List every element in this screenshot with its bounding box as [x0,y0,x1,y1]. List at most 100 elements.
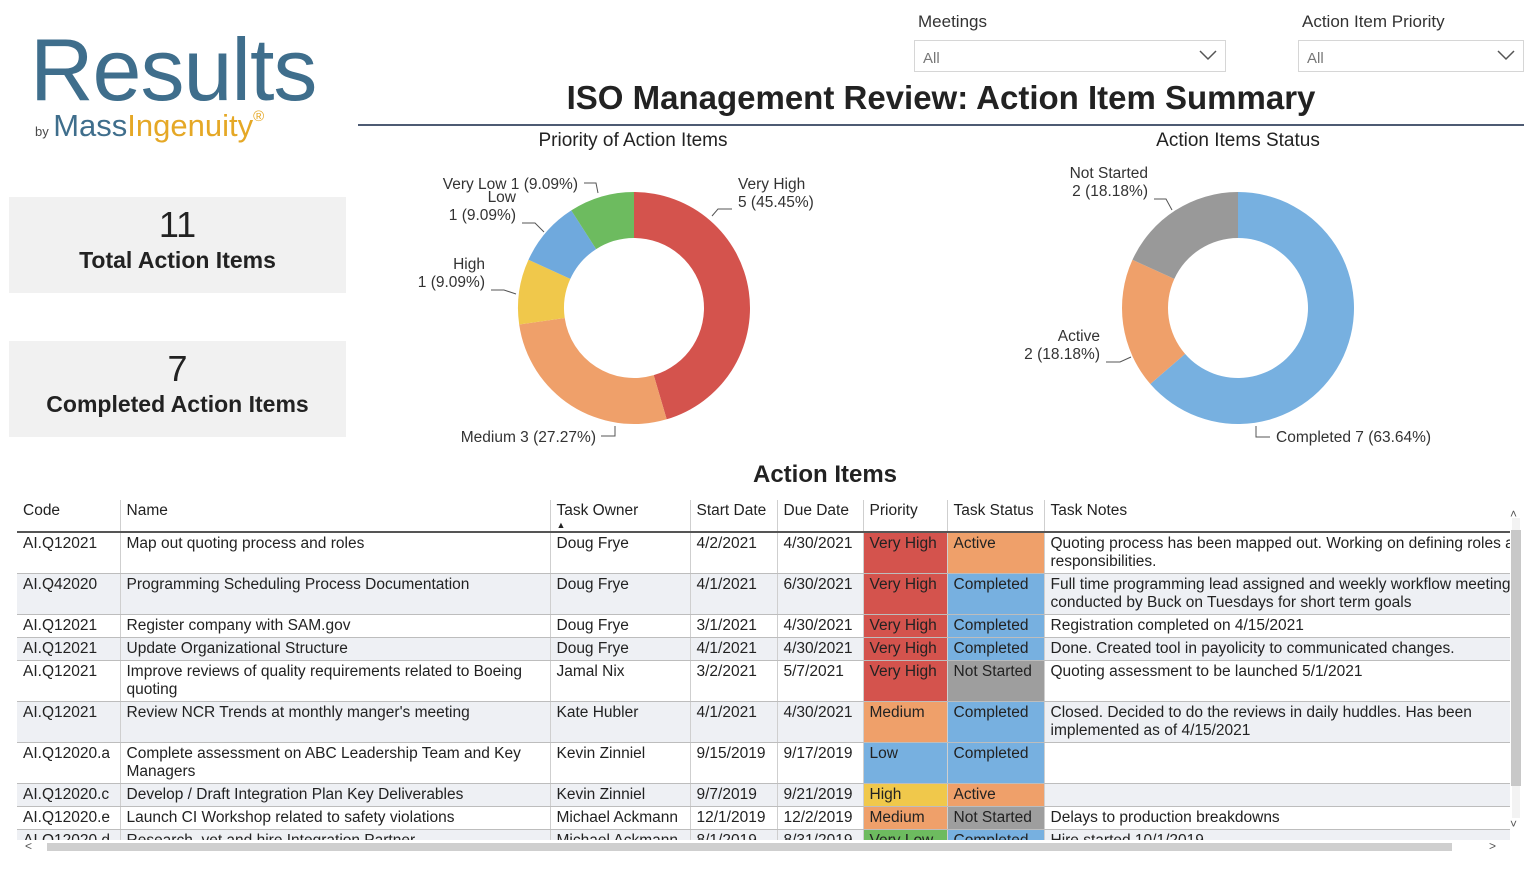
cell-task-owner: Doug Frye [550,637,691,661]
cell-task-status: Completed [947,573,1045,615]
column-header-priority[interactable]: Priority [863,500,948,533]
scroll-down-icon[interactable]: ˅ [1510,817,1518,831]
donut-slice-high[interactable] [518,259,571,325]
cell-due-date: 6/30/2021 [777,573,864,615]
donut-slice-very-high[interactable] [634,192,750,420]
cell-code: AI.Q42020 [17,573,121,615]
donut-slice-completed[interactable] [1150,192,1354,424]
cell-due-date: 4/30/2021 [777,701,864,743]
cell-task-owner: Doug Frye [550,614,691,638]
cell-task-status: Active [947,532,1045,574]
donut-charts: Very High 5 (45.45%) Medium 3 (27.27%) High… [418,165,1431,446]
meetings-filter-label: Meetings [918,12,987,31]
column-header-task-owner[interactable]: Task Owner ▲ [550,500,691,533]
cell-code: AI.Q12021 [17,701,121,743]
data-label-active: Active 2 (18.18%) [1024,328,1100,363]
donut-slice-very-low[interactable] [571,192,634,250]
label-leader-line [1255,426,1270,438]
table-row[interactable]: AI.Q12021 Improve reviews of quality requ… [17,660,1510,702]
label-leader-line [584,182,599,194]
cell-start-date: 4/1/2021 [690,573,778,615]
kpi-completed-action-items: 7 Completed Action Items [9,341,346,437]
table-row[interactable]: AI.Q12021 Review NCR Trends at monthly ma… [17,701,1510,743]
table-row[interactable]: AI.Q12021 Update Organizational Structure… [17,637,1510,661]
column-header-start-date[interactable]: Start Date [690,500,778,533]
data-label-completed: Completed 7 (63.64%) [1276,429,1431,446]
label-leader-line [711,208,732,217]
cell-task-notes: Quoting assessment to be launched 5/1/20… [1044,660,1510,702]
meetings-filter-dropdown[interactable]: All [914,40,1226,72]
cell-task-owner: Kevin Zinniel [550,783,691,807]
logo-ingenuity: Ingenuity [127,108,254,143]
donut-slice-active[interactable] [1122,259,1186,384]
horizontal-scrollbar[interactable]: < > [17,840,1510,852]
donut-slice-low[interactable] [528,210,597,279]
scroll-thumb[interactable] [1511,530,1521,786]
cell-task-status: Completed [947,701,1045,743]
priority-filter-value: All [1307,50,1324,67]
cell-task-owner: Jamal Nix [550,660,691,702]
table-row[interactable]: AI.Q12020.e Launch CI Workshop related to… [17,806,1510,830]
cell-priority: Very High [863,573,948,615]
cell-code: AI.Q12020.d [17,829,121,840]
table-row[interactable]: AI.Q12021 Map out quoting process and rol… [17,532,1510,574]
cell-start-date: 4/1/2021 [690,637,778,661]
cell-name: Develop / Draft Integration Plan Key Del… [120,783,551,807]
column-header-name[interactable]: Name [120,500,551,533]
cell-start-date: 4/2/2021 [690,532,778,574]
cell-task-notes: Quoting process has been mapped out. Wor… [1044,532,1510,574]
cell-task-notes: Full time programming lead assigned and … [1044,573,1510,615]
cell-task-notes [1044,783,1510,807]
donut-slice-not-started[interactable] [1132,192,1238,279]
cell-task-owner: Michael Ackmann [550,806,691,830]
cell-task-status: Not Started [947,660,1045,702]
cell-task-status: Active [947,783,1045,807]
cell-task-status: Not Started [947,806,1045,830]
cell-name: Research, vet and hire Integration Partn… [120,829,551,840]
scroll-right-icon[interactable]: > [1489,839,1497,853]
label-leader-line [491,289,517,295]
cell-due-date: 5/7/2021 [777,660,864,702]
cell-due-date: 9/17/2019 [777,742,864,784]
meetings-filter-value: All [923,50,940,67]
status-chart-title: Action Items Status [1156,130,1320,151]
logo-byline: by MassIngenuity® [35,108,264,144]
donut-slice-medium[interactable] [519,317,667,424]
cell-name: Launch CI Workshop related to safety vio… [120,806,551,830]
logo-mass: Mass [53,108,128,143]
kpi-label: Completed Action Items [46,391,309,417]
table-row[interactable]: AI.Q12020.dResearch, vet and hire Integr… [17,829,1510,840]
table-row[interactable]: AI.Q12020.c Develop / Draft Integration P… [17,783,1510,807]
cell-task-owner: Michael Ackmann [550,829,691,840]
cell-start-date: 12/1/2019 [690,806,778,830]
priority-filter-dropdown[interactable]: All [1298,40,1524,72]
chevron-down-icon [1199,50,1217,61]
kpi-value: 7 [167,348,188,389]
table-row[interactable]: AI.Q42020 Programming Scheduling Process … [17,573,1510,615]
table-row[interactable]: AI.Q12020.a Complete assessment on ABC Le… [17,742,1510,784]
cell-start-date: 8/1/2019 [690,829,778,840]
cell-start-date: 9/7/2019 [690,783,778,807]
column-header-task-status[interactable]: Task Status [947,500,1045,533]
column-header-code[interactable]: Code [17,500,121,533]
cell-task-notes: Delays to production breakdowns [1044,806,1510,830]
cell-task-status: Completed [947,742,1045,784]
vertical-scrollbar[interactable]: ˄ ˅ [1510,500,1522,836]
data-label-high: High 1 (9.09%) [418,256,485,291]
kpi-total-action-items: 11 Total Action Items [9,197,346,293]
scroll-up-icon[interactable]: ˄ [1510,507,1518,521]
table-row[interactable]: AI.Q12021 Register company with SAM.gov Do… [17,614,1510,638]
scroll-left-icon[interactable]: < [25,839,33,853]
label-leader-line [601,426,616,437]
column-header-task-notes[interactable]: Task Notes [1044,500,1510,533]
cell-code: AI.Q12021 [17,637,121,661]
logo-wordmark: Results [30,20,317,119]
page-title: ISO Management Review: Action Item Summa… [566,79,1316,116]
scroll-thumb[interactable] [47,843,1452,851]
cell-priority: Very High [863,660,948,702]
priority-donut-chart: Very High 5 (45.45%) Medium 3 (27.27%) High… [418,176,814,446]
column-header-due-date[interactable]: Due Date [777,500,864,533]
cell-name: Programming Scheduling Process Documenta… [120,573,551,615]
cell-name: Register company with SAM.gov [120,614,551,638]
sort-ascending-icon[interactable]: ▲ [556,520,566,530]
